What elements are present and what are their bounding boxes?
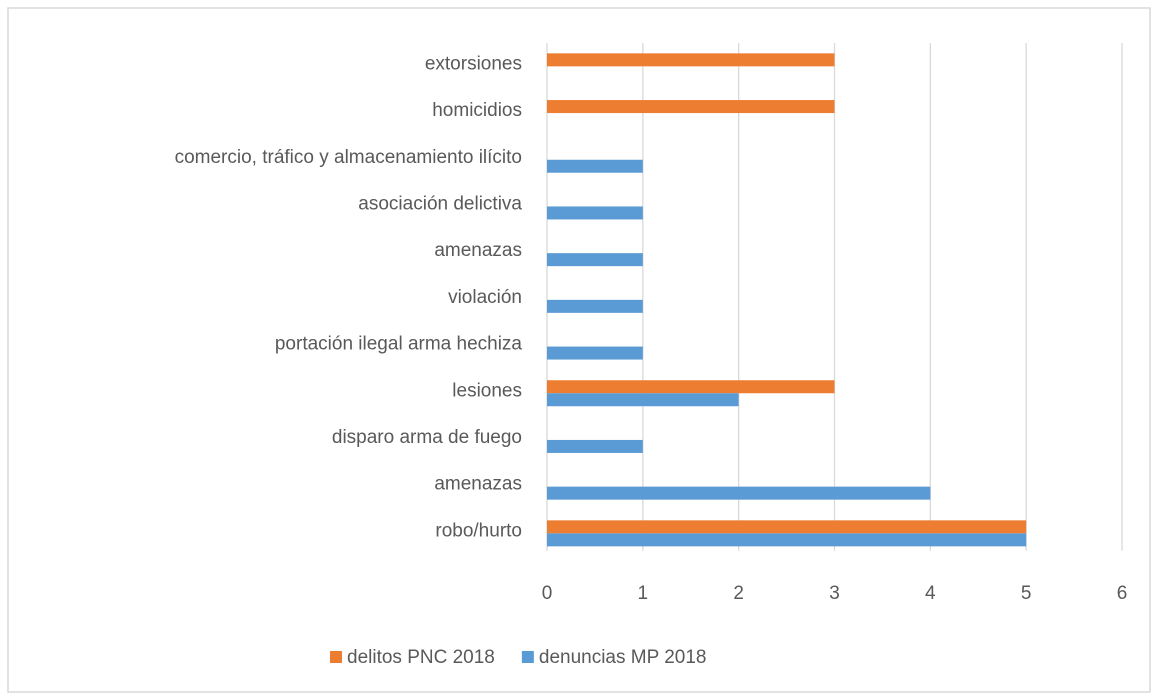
x-tick-label: 4	[925, 583, 936, 604]
x-tick-label: 2	[733, 583, 744, 604]
y-tick-label: violación	[448, 287, 522, 308]
y-tick-label: amenazas	[434, 240, 522, 261]
x-tick-label: 1	[638, 583, 649, 604]
bar	[547, 206, 643, 220]
bar	[547, 520, 1027, 534]
y-tick-label: disparo arma de fuego	[332, 427, 522, 448]
bar	[547, 439, 643, 453]
y-tick-label: comercio, tráfico y almacenamiento ilíci…	[175, 147, 522, 168]
y-tick-label: asociación delictiva	[358, 193, 522, 214]
y-tick-label: amenazas	[434, 474, 522, 495]
bar	[547, 100, 835, 114]
legend-swatch	[330, 651, 342, 663]
bar	[547, 346, 643, 360]
bar	[547, 533, 1027, 547]
bar	[547, 253, 643, 267]
y-tick-label: homicidios	[432, 100, 522, 121]
bar	[547, 159, 643, 173]
x-tick-label: 5	[1021, 583, 1032, 604]
legend-label: delitos PNC 2018	[347, 647, 495, 668]
bar	[547, 53, 835, 67]
bar	[547, 299, 643, 313]
y-tick-label: lesiones	[452, 380, 522, 401]
x-tick-label: 6	[1117, 583, 1128, 604]
legend-label: denuncias MP 2018	[539, 647, 707, 668]
y-tick-label: portación ilegal arma hechiza	[275, 334, 523, 355]
y-tick-label: extorsiones	[425, 53, 522, 74]
x-tick-label: 3	[829, 583, 840, 604]
legend-swatch	[521, 651, 534, 663]
y-tick-label: robo/hurto	[435, 520, 522, 541]
x-tick-label: 0	[542, 583, 553, 604]
bar	[547, 393, 739, 407]
bar	[547, 486, 931, 500]
bar	[547, 380, 835, 394]
